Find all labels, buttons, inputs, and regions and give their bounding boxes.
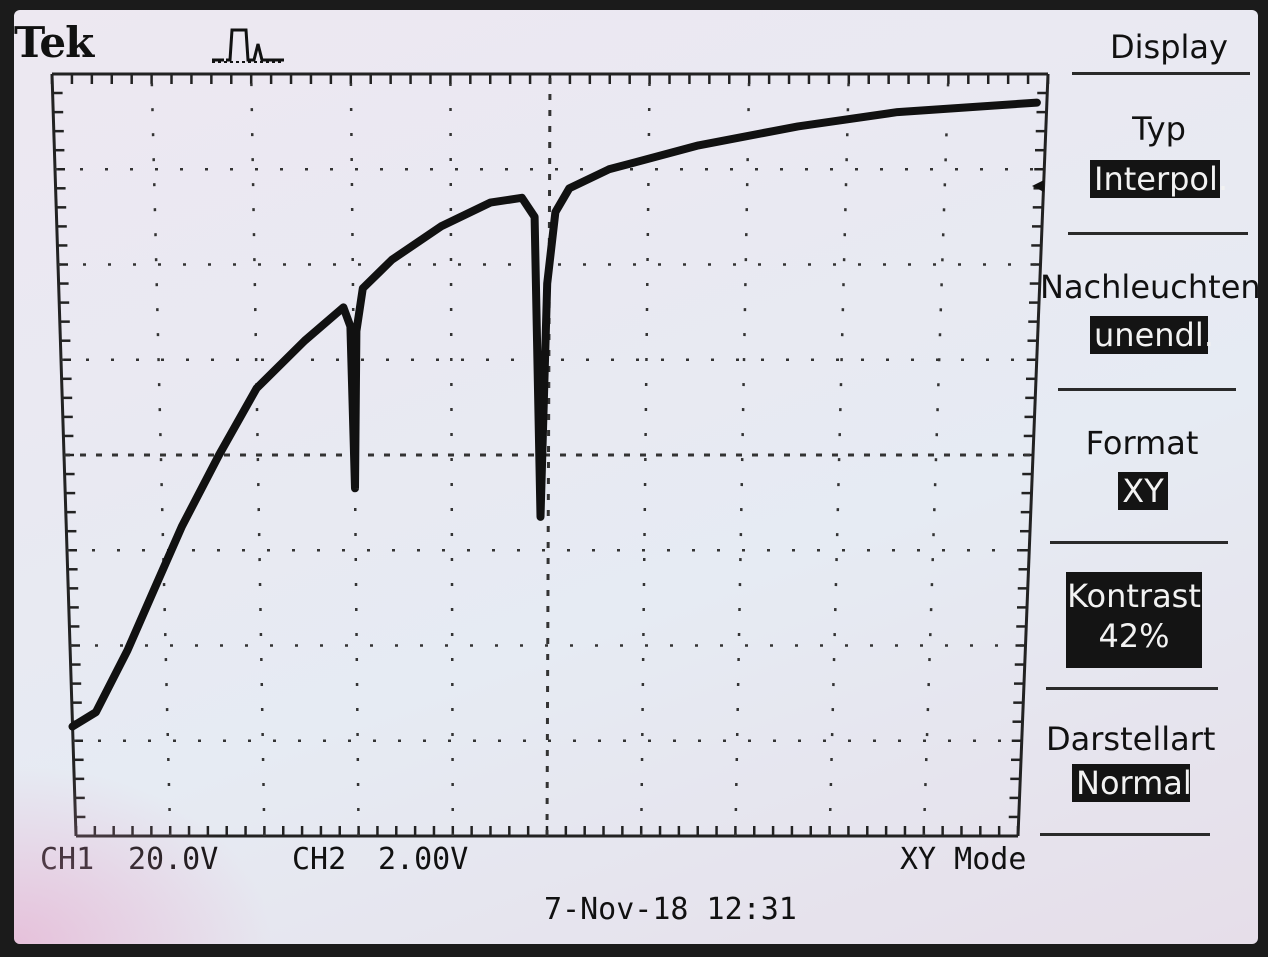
ch1-scale: 20.0V <box>128 842 219 877</box>
graticule-line <box>249 73 266 837</box>
menu-item-label: Typ <box>1132 110 1186 148</box>
graticule-line <box>150 73 172 837</box>
menu-item-value: 42% <box>1098 617 1170 655</box>
timestamp: 7-Nov-18 12:31 <box>544 892 797 927</box>
menu-divider <box>1058 388 1236 391</box>
graticule-line <box>734 73 751 837</box>
menu-divider <box>1050 541 1228 544</box>
trace-marker-arrow <box>1032 180 1044 192</box>
menu-divider <box>1072 72 1250 75</box>
brand-logo: Tek <box>14 18 94 67</box>
xy-trace-line <box>68 98 1041 731</box>
menu-divider <box>1040 833 1210 836</box>
menu-divider <box>1068 232 1248 235</box>
oscilloscope-screen: Tek CH1 20.0V CH2 2.00V XY Mode 7-Nov-18… <box>14 10 1258 944</box>
graticule-line <box>449 73 455 837</box>
menu-divider <box>1046 687 1218 690</box>
menu-title: Display <box>1110 28 1228 66</box>
menu-item-kontrast[interactable]: Kontrast 42% <box>1066 572 1202 668</box>
graticule-line <box>349 73 360 837</box>
pulse-trigger-icon <box>212 28 284 63</box>
menu-item-value: Normal <box>1072 764 1192 802</box>
ch2-label: CH2 <box>292 842 347 877</box>
display-mode-label: XY Mode <box>900 842 1027 877</box>
menu-item-value: unendl. <box>1090 316 1214 354</box>
menu-item-value: XY <box>1118 472 1168 510</box>
menu-item-value: Interpol. <box>1090 160 1228 198</box>
menu-item-label: Kontrast <box>1067 577 1201 615</box>
waveform-display <box>50 28 1050 838</box>
ch1-label: CH1 <box>40 842 95 877</box>
ch2-scale: 2.00V <box>378 842 469 877</box>
graticule-line <box>828 73 851 837</box>
graticule-line <box>922 73 950 837</box>
graticule-line <box>639 73 651 837</box>
menu-item-label: Format <box>1085 424 1199 462</box>
menu-item-label: Nachleuchten <box>1040 268 1258 306</box>
menu-item-label: Darstellart <box>1046 720 1216 758</box>
